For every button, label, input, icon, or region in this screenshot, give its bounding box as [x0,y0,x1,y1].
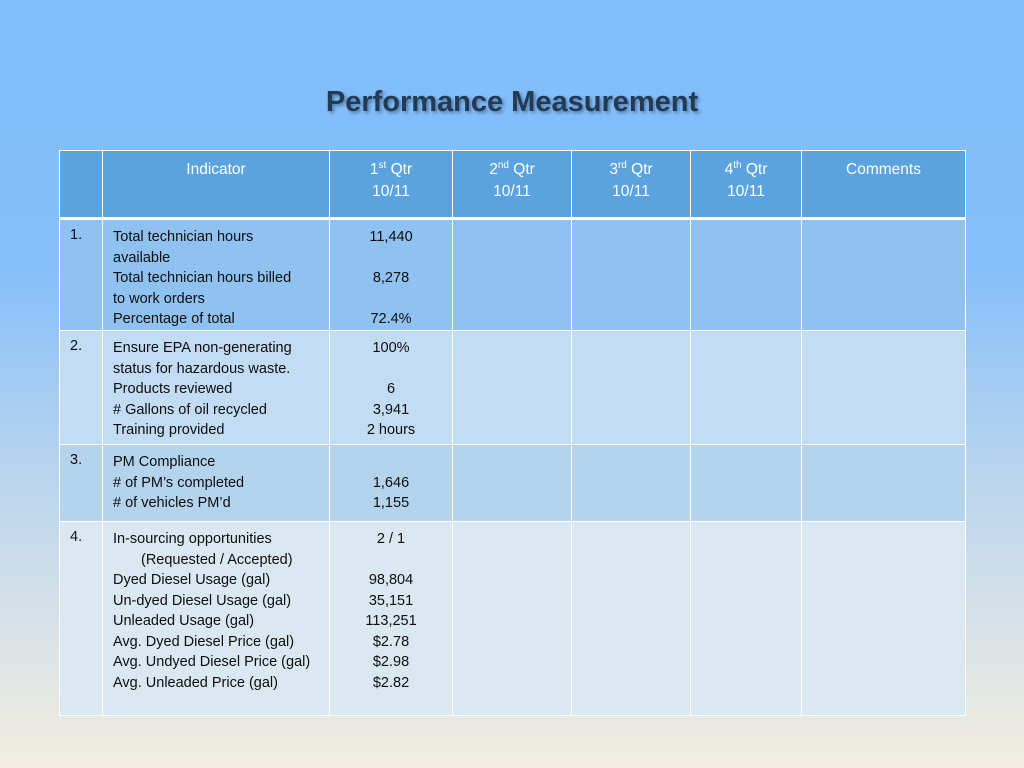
q1-value [330,248,452,269]
q3-cell [571,218,691,331]
indicator-cell: Total technician hours available Total t… [102,218,330,331]
table-row: 2. Ensure EPA non-generating status for … [59,330,966,445]
q3-cell [571,521,691,716]
q1-value: 6 [386,381,396,397]
q1-value: 72.4% [370,311,412,327]
performance-table: Indicator 1st Qtr 10/11 2nd Qtr 10/11 3r… [59,150,966,716]
q1-value: 11,440 [369,229,413,245]
indicator-line: Total technician hours billed [113,270,292,286]
comments-cell [801,444,966,522]
indicator-line: Unleaded Usage (gal) [113,613,255,629]
header-q3: 3rd Qtr 10/11 [571,150,691,220]
header-q2: 2nd Qtr 10/11 [452,150,572,220]
q2-cell [452,218,572,331]
q4-cell [690,521,802,716]
q2-cell [452,444,572,522]
q1-value: $2.82 [372,674,410,691]
row-number: 2. [59,330,103,445]
q1-cell: 11,440 8,278 72.4% [329,218,453,331]
indicator-line: PM Compliance [113,454,216,470]
q1-value: 1,155 [372,495,410,511]
comments-cell [801,330,966,445]
indicator-line: Avg. Undyed Diesel Price (gal) [113,654,311,670]
q1-cell: 1,646 1,155 [329,444,453,522]
indicator-cell: Ensure EPA non-generating status for haz… [102,330,330,445]
slide-title: Performance Measurement [325,86,699,118]
indicator-line: (Requested / Accepted) [141,551,293,568]
q1-cell: 2 / 1 98,804 35,151 113,251 $2.78 $2.98 … [329,521,453,716]
q1-value: $2.78 [372,633,410,650]
row-number: 4. [59,521,103,716]
indicator-line: Training provided [113,422,225,438]
indicator-line: # Gallons of oil recycled [113,401,267,418]
indicator-cell: In-sourcing opportunities (Requested / A… [102,521,330,716]
q2-cell [452,521,572,716]
indicator-line: Un-dyed Diesel Usage (gal) [113,592,292,609]
header-q1: 1st Qtr 10/11 [329,150,453,220]
q1-cell: 100% 6 3,941 2 hours [329,330,453,445]
q1-value [330,452,452,473]
q4-cell [690,218,802,331]
q1-value: 100% [372,340,410,356]
indicator-line: Avg. Dyed Diesel Price (gal) [113,633,295,650]
q3-cell [571,444,691,522]
q1-value: 113,251 [365,613,417,629]
table-row: 4. In-sourcing opportunities (Requested … [59,521,966,716]
indicator-line: available [113,249,171,266]
q4-cell [690,330,802,445]
indicator-line: status for hazardous waste. [113,360,291,377]
header-q4: 4th Qtr 10/11 [690,150,802,220]
q1-value: 98,804 [368,572,414,588]
comments-cell [801,218,966,331]
row-number: 1. [59,218,103,331]
table-row: 3. PM Compliance # of PM’s completed # o… [59,444,966,522]
q1-value: 2 hours [366,422,416,438]
q1-value: $2.98 [372,654,410,670]
indicator-cell: PM Compliance # of PM’s completed # of v… [102,444,330,522]
row-number: 3. [59,444,103,522]
q2-cell [452,330,572,445]
header-number [59,150,103,220]
header-comments: Comments [801,150,966,220]
indicator-line: Ensure EPA non-generating [113,340,292,356]
indicator-line: # of vehicles PM’d [113,495,231,511]
header-indicator: Indicator [102,150,330,220]
table-header-row: Indicator 1st Qtr 10/11 2nd Qtr 10/11 3r… [59,150,966,220]
q1-value: 1,646 [372,474,410,491]
q3-cell [571,330,691,445]
indicator-line: In-sourcing opportunities [113,531,272,547]
q1-value [330,550,452,571]
indicator-line: Total technician hours [113,229,254,245]
table-row: 1. Total technician hours available Tota… [59,218,966,331]
indicator-line: Dyed Diesel Usage (gal) [113,572,271,588]
q1-value: 8,278 [372,270,410,286]
indicator-line: # of PM’s completed [113,474,245,491]
indicator-line: Products reviewed [113,381,233,397]
indicator-line: to work orders [113,290,205,307]
q1-value: 3,941 [372,401,410,418]
comments-cell [801,521,966,716]
q1-value: 35,151 [368,592,414,609]
q1-value [330,289,452,310]
q1-value: 2 / 1 [376,531,406,547]
q1-value [330,359,452,380]
q4-cell [690,444,802,522]
indicator-line: Avg. Unleaded Price (gal) [113,674,278,691]
indicator-line: Percentage of total [113,311,235,327]
